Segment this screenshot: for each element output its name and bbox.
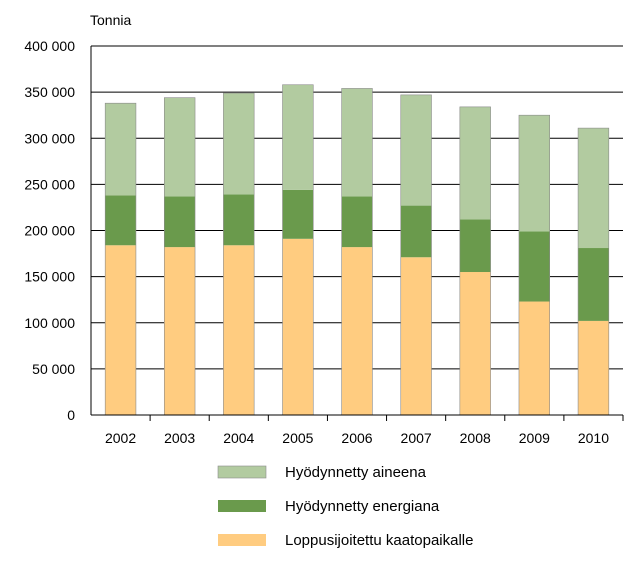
bar-segment [105,103,136,196]
bar-segment [400,94,432,206]
x-tick-label: 2002 [105,430,136,446]
y-tick-label: 100 000 [24,315,75,331]
bar-segment [223,245,255,415]
bar-segment [105,195,136,246]
y-tick-label: 250 000 [24,176,75,192]
x-tick-label: 2008 [460,430,491,446]
legend-swatch [218,534,266,546]
bar-segment [341,196,373,248]
bar-segment [282,189,314,239]
y-tick-label: 200 000 [24,223,75,239]
x-tick-label: 2007 [401,430,432,446]
x-tick-label: 2003 [164,430,195,446]
bar-segment [282,238,314,415]
bar-segment [164,196,196,248]
legend: Hyödynnetty aineena Hyödynnetty energiana… [217,464,473,549]
x-tick-label: 2005 [282,430,313,446]
bar-segment [164,97,196,197]
y-tick-label: 0 [67,407,75,423]
bar-segment [459,219,491,273]
axes: 0 50 000 100 000 150 000 200 000 250 000 300 0… [24,38,624,446]
y-tick-label: 350 000 [24,84,75,100]
bar-segment [459,272,491,415]
bar-segment [578,320,609,415]
legend-swatch [218,500,266,512]
bar-segment [400,257,432,415]
bar-segment [578,248,609,321]
x-tick-label: 2004 [223,430,254,446]
bar-segment [518,301,550,415]
x-tick-label: 2009 [519,430,550,446]
y-unit-label: Tonnia [90,12,131,28]
y-tick-label: 150 000 [24,269,75,285]
bar-segment [341,88,373,197]
y-tick-label: 50 000 [32,361,75,377]
bar-segment [105,245,136,415]
legend-label: Hyödynnetty energiana [285,498,440,515]
legend-label: Hyödynnetty aineena [285,464,427,481]
bar-segment [282,84,314,190]
y-tick-label: 300 000 [24,130,75,146]
bar-segment [164,247,196,415]
bar-segment [400,205,432,258]
bars [104,84,610,416]
x-tick-label: 2006 [341,430,372,446]
x-tick-label: 2010 [578,430,609,446]
bar-segment [518,231,550,302]
bar-segment [223,194,255,246]
bar-segment [459,106,491,220]
y-tick-label: 400 000 [24,38,75,54]
bar-segment [223,93,255,195]
bar-segment [578,128,609,249]
legend-swatch [217,465,267,479]
bar-segment [518,115,550,232]
bar-segment [341,247,373,415]
legend-label: Loppusijoitettu kaatopaikalle [285,532,473,549]
